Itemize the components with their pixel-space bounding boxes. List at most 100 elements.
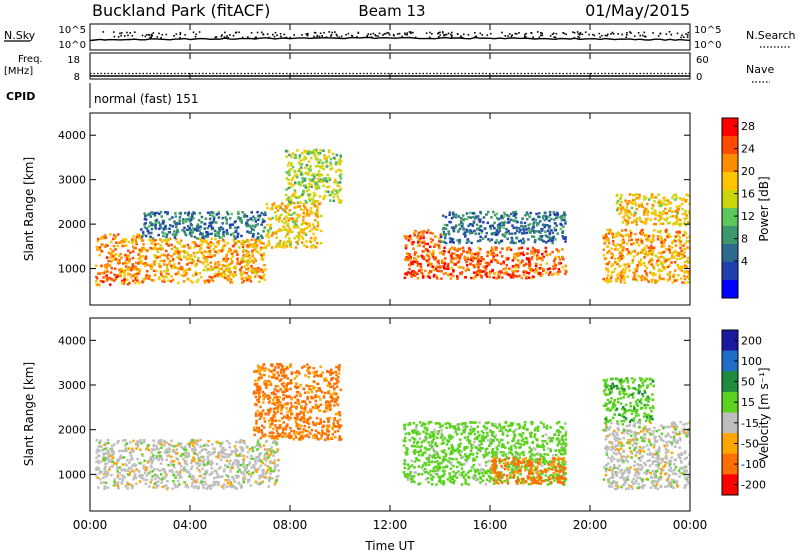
heatmap-cell — [109, 256, 112, 259]
heatmap-cell — [438, 246, 441, 250]
heatmap-cell — [630, 238, 633, 241]
heatmap-cell — [137, 253, 140, 256]
heatmap-cell — [660, 269, 664, 273]
heatmap-cell — [682, 197, 685, 200]
heatmap-cell — [209, 265, 213, 269]
heatmap-cell — [669, 235, 672, 238]
heatmap-cell — [303, 407, 307, 411]
heatmap-cell — [409, 255, 412, 259]
heatmap-cell — [157, 458, 161, 462]
heatmap-cell — [503, 272, 506, 275]
heatmap-cell — [427, 264, 430, 267]
heatmap-cell — [328, 178, 332, 181]
heatmap-cell — [248, 261, 251, 264]
heatmap-cell — [197, 456, 200, 459]
heatmap-cell — [247, 267, 250, 270]
heatmap-cell — [660, 214, 663, 218]
heatmap-cell — [140, 259, 143, 262]
heatmap-cell — [312, 195, 316, 198]
heatmap-cell — [160, 481, 163, 484]
heatmap-cell — [229, 481, 233, 484]
heatmap-cell — [633, 220, 637, 223]
heatmap-cell — [462, 218, 465, 222]
heatmap-cell — [304, 434, 308, 438]
heatmap-cell — [206, 246, 209, 249]
heatmap-cell — [274, 467, 277, 471]
heatmap-cell — [619, 254, 622, 258]
heatmap-cell — [494, 253, 497, 257]
heatmap-cell — [616, 243, 620, 246]
heatmap-cell — [412, 260, 415, 263]
heatmap-cell — [195, 244, 199, 247]
heatmap-cell — [312, 180, 316, 183]
heatmap-cell — [287, 416, 291, 419]
heatmap-cell — [488, 275, 491, 279]
heatmap-cell — [633, 273, 637, 276]
heatmap-cell — [317, 186, 321, 189]
heatmap-cell — [217, 234, 220, 237]
heatmap-cell — [102, 481, 105, 484]
nsearch-point — [280, 35, 282, 38]
heatmap-cell — [203, 477, 207, 480]
heatmap-cell — [134, 265, 137, 269]
heatmap-cell — [625, 248, 629, 251]
nsearch-point — [438, 32, 440, 34]
heatmap-cell — [515, 275, 519, 278]
heatmap-cell — [149, 481, 152, 484]
heatmap-cell — [338, 189, 341, 192]
heatmap-cell — [415, 261, 419, 264]
heatmap-cell — [258, 392, 261, 395]
heatmap-cell — [265, 451, 269, 455]
heatmap-cell — [492, 255, 495, 258]
heatmap-cell — [272, 398, 275, 402]
heatmap-cell — [539, 220, 542, 223]
heatmap-cell — [607, 270, 610, 273]
heatmap-cell — [334, 178, 337, 181]
heatmap-cell — [192, 211, 195, 214]
heatmap-cell — [315, 421, 318, 425]
heatmap-cell — [270, 246, 274, 249]
heatmap-cell — [565, 270, 568, 273]
heatmap-cell — [186, 443, 190, 446]
nsearch-point — [274, 31, 277, 34]
heatmap-cell — [673, 279, 677, 283]
heatmap-cell — [118, 268, 121, 272]
heatmap-cell — [154, 221, 158, 225]
heatmap-cell — [220, 249, 224, 252]
heatmap-cell — [166, 480, 169, 483]
heatmap-cell — [213, 254, 216, 257]
heatmap-cell — [610, 252, 613, 255]
heatmap-cell — [135, 241, 138, 244]
nsearch-point — [511, 34, 513, 36]
heatmap-cell — [329, 395, 332, 398]
heatmap-cell — [119, 456, 122, 459]
heatmap-cell — [561, 255, 564, 259]
heatmap-cell — [280, 368, 283, 372]
heatmap-cell — [547, 235, 551, 239]
heatmap-cell — [206, 263, 210, 266]
heatmap-cell — [403, 276, 407, 280]
heatmap-cell — [172, 278, 175, 282]
heatmap-cell — [534, 264, 538, 268]
heatmap-cell — [514, 216, 518, 219]
nsearch-point — [659, 32, 662, 35]
heatmap-cell — [230, 273, 234, 276]
heatmap-cell — [259, 276, 263, 279]
heatmap-cell — [329, 385, 332, 389]
heatmap-cell — [606, 281, 610, 284]
heatmap-cell — [191, 212, 194, 216]
heatmap-cell — [560, 215, 563, 218]
heatmap-cell — [667, 199, 670, 203]
heatmap-cell — [656, 214, 660, 217]
heatmap-cell — [647, 246, 650, 249]
heatmap-cell — [117, 487, 120, 490]
heatmap-cell — [632, 255, 636, 258]
heatmap-cell — [413, 256, 416, 260]
heatmap-cell — [407, 254, 411, 258]
heatmap-cell — [146, 461, 150, 464]
heatmap-cell — [262, 471, 265, 475]
heatmap-cell — [482, 265, 485, 269]
heatmap-cell — [287, 203, 290, 206]
nsearch-point — [179, 31, 182, 34]
nsearch-point — [384, 32, 387, 35]
